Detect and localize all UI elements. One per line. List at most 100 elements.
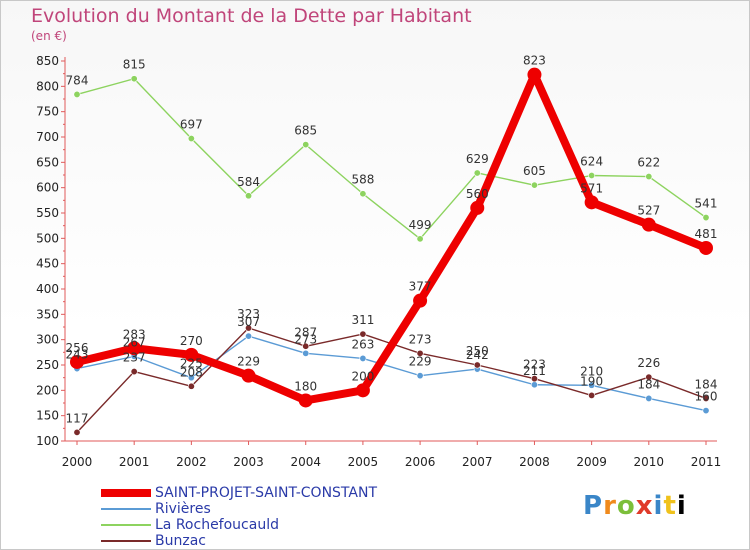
chart-subtitle: (en €) [31, 29, 67, 43]
data-label: 226 [637, 356, 660, 370]
data-point [359, 330, 367, 338]
data-label: 117 [66, 411, 89, 425]
legend-label: SAINT-PROJET-SAINT-CONSTANT [155, 485, 377, 501]
data-point [130, 368, 138, 376]
y-tick-label: 200 [36, 383, 59, 397]
data-label: 210 [580, 364, 603, 378]
legend-swatch [101, 489, 151, 497]
data-point [130, 75, 138, 83]
data-point [702, 214, 710, 222]
data-point [645, 173, 653, 181]
data-label: 571 [580, 181, 603, 195]
data-point [416, 372, 424, 380]
data-point [359, 354, 367, 362]
x-tick-label: 2001 [119, 455, 150, 469]
chart-title: Evolution du Montant de la Dette par Hab… [31, 5, 472, 27]
data-point [184, 347, 199, 362]
data-label: 242 [466, 348, 489, 362]
x-tick-label: 2007 [462, 455, 493, 469]
data-point [245, 192, 253, 200]
data-label: 243 [66, 348, 89, 362]
series-line-0 [73, 70, 710, 405]
x-tick-label: 2002 [176, 455, 207, 469]
logo-letter: t [663, 491, 677, 521]
data-point [302, 342, 310, 350]
data-point [302, 349, 310, 357]
logo-letter: o [616, 491, 636, 521]
y-tick-label: 100 [36, 434, 59, 448]
series-line-2 [76, 78, 707, 240]
data-label: 560 [466, 187, 489, 201]
data-point [645, 373, 653, 381]
logo-letter: P [583, 491, 604, 521]
data-point [241, 368, 256, 383]
data-label: 622 [637, 156, 660, 170]
data-point [588, 391, 596, 399]
y-tick-label: 450 [36, 257, 59, 271]
y-tick-label: 700 [36, 130, 59, 144]
data-label: 229 [409, 355, 432, 369]
data-label: 287 [294, 325, 317, 339]
y-tick-label: 350 [36, 307, 59, 321]
data-point [588, 381, 596, 389]
x-tick-label: 2000 [62, 455, 93, 469]
y-tick-label: 550 [36, 206, 59, 220]
data-point [359, 190, 367, 198]
data-point [473, 169, 481, 177]
data-point [702, 394, 710, 402]
data-point [187, 382, 195, 390]
data-label: 605 [523, 164, 546, 178]
legend-label: Bunzac [155, 533, 206, 549]
data-label: 307 [237, 315, 260, 329]
logo-letter: r [603, 491, 617, 521]
data-point [699, 240, 713, 255]
data-label: 250 [466, 344, 489, 358]
y-tick-label: 850 [36, 54, 59, 68]
y-tick-label: 400 [36, 282, 59, 296]
data-point [473, 361, 481, 369]
data-point [187, 374, 195, 382]
data-point [73, 428, 81, 436]
legend-item: Rivières [101, 501, 377, 517]
data-label: 184 [695, 377, 718, 391]
data-label: 160 [695, 390, 718, 404]
logo-letter: i [653, 491, 664, 521]
data-label: 273 [409, 332, 432, 346]
y-tick-label: 650 [36, 155, 59, 169]
data-point [584, 195, 599, 210]
data-point [416, 349, 424, 357]
data-point [530, 181, 538, 189]
data-label: 588 [351, 173, 374, 187]
data-label: 267 [123, 335, 146, 349]
data-point [245, 324, 253, 332]
data-label: 481 [695, 227, 718, 241]
y-tick-label: 250 [36, 358, 59, 372]
data-label: 541 [695, 197, 718, 211]
logo-letter: i [676, 491, 687, 521]
legend-swatch [101, 508, 151, 510]
data-label: 823 [523, 54, 546, 68]
y-tick-label: 300 [36, 333, 59, 347]
proxiti-logo: Proxiti [583, 491, 687, 521]
legend-label: La Rochefoucauld [155, 517, 279, 533]
data-label: 200 [351, 369, 374, 383]
data-label: 584 [237, 175, 260, 189]
legend-item: La Rochefoucauld [101, 517, 377, 533]
legend: SAINT-PROJET-SAINT-CONSTANT Rivières La Ro… [101, 485, 377, 549]
legend-swatch [101, 524, 151, 526]
data-label: 180 [294, 379, 317, 393]
data-point [641, 217, 656, 232]
legend-item: SAINT-PROJET-SAINT-CONSTANT [101, 485, 377, 501]
data-point [413, 293, 428, 308]
data-point [73, 90, 81, 98]
data-point [355, 383, 370, 398]
data-label: 229 [237, 355, 260, 369]
data-label: 225 [180, 357, 203, 371]
legend-label: Rivières [155, 501, 211, 517]
legend-item: Bunzac [101, 533, 377, 549]
data-point [530, 375, 538, 383]
x-tick-label: 2010 [634, 455, 665, 469]
data-label: 323 [237, 307, 260, 321]
data-point [645, 394, 653, 402]
